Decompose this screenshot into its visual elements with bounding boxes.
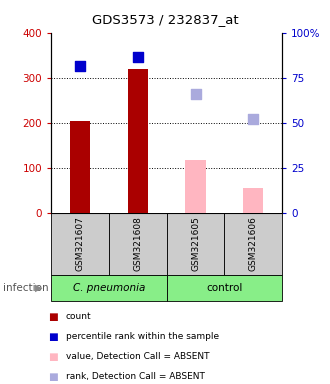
Bar xyxy=(128,69,148,213)
Text: ■: ■ xyxy=(48,312,58,322)
Bar xyxy=(51,275,167,301)
Text: ▶: ▶ xyxy=(35,283,42,293)
Text: C. pneumonia: C. pneumonia xyxy=(73,283,145,293)
Text: rank, Detection Call = ABSENT: rank, Detection Call = ABSENT xyxy=(66,372,205,381)
Bar xyxy=(224,213,282,275)
Text: value, Detection Call = ABSENT: value, Detection Call = ABSENT xyxy=(66,352,210,361)
Text: ■: ■ xyxy=(48,352,58,362)
Point xyxy=(77,63,82,70)
Text: GSM321605: GSM321605 xyxy=(191,217,200,271)
Bar xyxy=(167,275,282,301)
Bar xyxy=(51,213,109,275)
Bar xyxy=(109,213,167,275)
Bar xyxy=(243,188,263,213)
Text: ■: ■ xyxy=(48,332,58,342)
Point xyxy=(251,116,256,122)
Text: GSM321607: GSM321607 xyxy=(76,217,84,271)
Bar xyxy=(167,213,224,275)
Point xyxy=(193,91,198,98)
Bar xyxy=(70,121,90,213)
Text: infection: infection xyxy=(3,283,49,293)
Text: percentile rank within the sample: percentile rank within the sample xyxy=(66,332,219,341)
Point xyxy=(135,55,140,61)
Text: GDS3573 / 232837_at: GDS3573 / 232837_at xyxy=(92,13,238,26)
Text: GSM321606: GSM321606 xyxy=(249,217,258,271)
Text: ■: ■ xyxy=(48,372,58,382)
Text: GSM321608: GSM321608 xyxy=(133,217,142,271)
Text: count: count xyxy=(66,312,92,321)
Text: control: control xyxy=(206,283,243,293)
Bar xyxy=(185,160,206,213)
